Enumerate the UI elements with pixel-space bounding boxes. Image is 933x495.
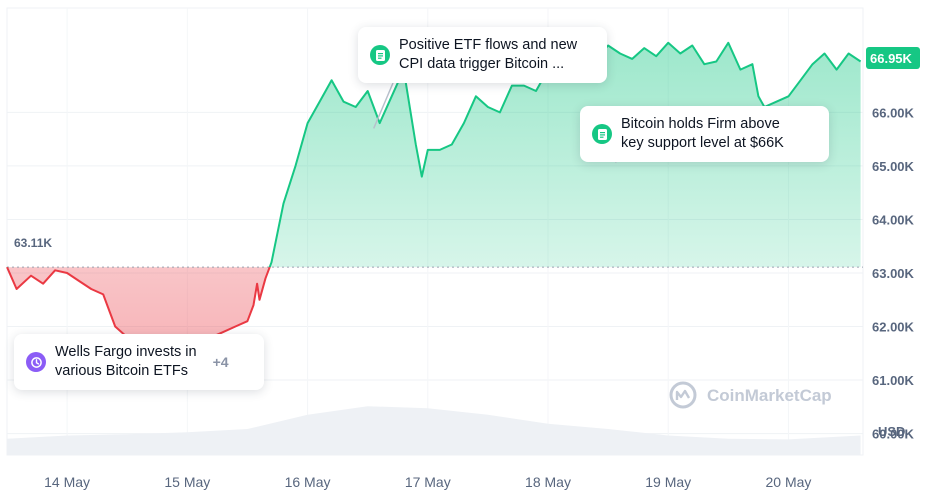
x-tick-label: 16 May — [285, 474, 331, 490]
callout-support-text: Bitcoin holds Firm above key support lev… — [621, 116, 784, 151]
price-area-up — [7, 42, 861, 268]
callout-etf-flows-text: Positive ETF flows and new CPI data trig… — [399, 37, 578, 72]
callout-etf-flows[interactable]: Positive ETF flows and new CPI data trig… — [358, 27, 607, 83]
x-tick-label: 15 May — [164, 474, 210, 490]
x-tick-label: 17 May — [405, 474, 451, 490]
x-tick-label: 14 May — [44, 474, 90, 490]
annotation-connector — [372, 82, 394, 129]
open-price-label: 63.11K — [10, 233, 60, 252]
y-tick-label: 62.00K — [872, 320, 915, 335]
callout-wells-fargo[interactable]: Wells Fargo invests in various Bitcoin E… — [14, 334, 264, 390]
y-axis: 60.00K 61.00K 62.00K 63.00K 64.00K 65.00K 66.0… — [872, 105, 915, 441]
y-tick-label: 63.00K — [872, 266, 915, 281]
current-price-badge: 66.95K — [866, 47, 920, 69]
news-icon — [370, 45, 390, 65]
x-tick-label: 19 May — [645, 474, 691, 490]
x-tick-label: 20 May — [765, 474, 811, 490]
watermark-text: CoinMarketCap — [707, 386, 832, 405]
open-price-text: 63.11K — [14, 236, 52, 250]
news-icon — [592, 124, 612, 144]
volume-shape — [7, 406, 861, 455]
coinmarketcap-watermark: CoinMarketCap — [669, 381, 832, 409]
y-tick-label: 64.00K — [872, 212, 915, 227]
x-axis: 14 May 15 May 16 May 17 May 18 May 19 May 20 M… — [44, 474, 811, 490]
y-tick-label: 66.00K — [872, 105, 915, 120]
history-icon — [26, 352, 46, 372]
current-price-text: 66.95K — [870, 51, 913, 66]
price-area — [7, 42, 861, 370]
price-line-up — [7, 41, 862, 268]
y-tick-label: 60.00K — [872, 427, 915, 442]
coinmarketcap-logo-icon — [669, 381, 697, 409]
callout-support[interactable]: Bitcoin holds Firm above key support lev… — [580, 106, 829, 162]
y-tick-label: 65.00K — [872, 159, 915, 174]
callout-wells-fargo-text: Wells Fargo invests in various Bitcoin E… — [55, 344, 197, 379]
x-tick-label: 18 May — [525, 474, 571, 490]
currency-label: USD — [878, 424, 905, 439]
volume-area — [7, 406, 861, 455]
more-events-count[interactable]: +4 — [212, 353, 229, 370]
y-tick-label: 61.00K — [872, 373, 915, 388]
